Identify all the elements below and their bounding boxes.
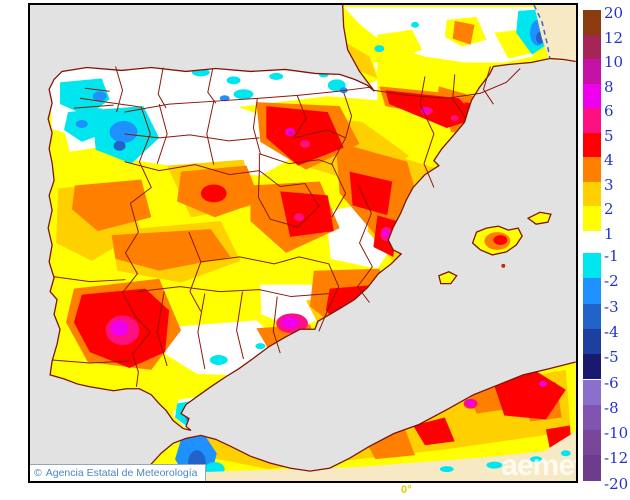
legend-label--6: -6 [604, 373, 619, 392]
cold-specks-africa [439, 450, 571, 473]
copyright-text: Agencia Estatal de Meteorología [45, 467, 198, 479]
legend-label--8: -8 [604, 398, 619, 417]
map-frame: aemet © Agencia Estatal de Meteorología [28, 3, 578, 483]
legend-label--2: -2 [604, 272, 619, 291]
copyright-box: © Agencia Estatal de Meteorología [30, 464, 206, 481]
legend-label--20: -20 [604, 474, 629, 493]
legend-label--3: -3 [604, 297, 619, 316]
meridian-zero-label: 0° [401, 484, 412, 496]
legend-cell-pos-8 [583, 206, 601, 231]
legend-label-10: 10 [604, 53, 624, 71]
aemet-watermark: aemet [501, 449, 578, 482]
legend-label-20: 20 [604, 4, 624, 22]
no-data-land-france [534, 5, 576, 63]
legend-label-5: 5 [604, 126, 614, 145]
legend-label-6: 6 [604, 102, 614, 120]
legend-cell-pos-3 [583, 83, 601, 108]
no-data-sand-strip [169, 431, 576, 481]
legend-cell-neg-8 [583, 455, 601, 481]
legend-label--1: -1 [604, 247, 619, 265]
data-domain-dashed-border [533, 5, 551, 59]
legend-label-12: 12 [604, 28, 624, 47]
legend-cell-neg-3 [583, 328, 601, 355]
magenta-speck [288, 130, 294, 135]
legend-label-2: 2 [604, 200, 614, 218]
legend: 20 12 10 8 6 5 4 3 2 1 -1 -2 -3 -4 -5 -6 -8 -10 -12 -20 [583, 0, 630, 500]
legend-cell-pos-4 [583, 108, 601, 133]
legend-label--12: -12 [604, 449, 629, 468]
legend-cell-neg-4 [583, 354, 601, 380]
legend-cell-pos-0 [583, 10, 601, 35]
legend-label-3: 3 [604, 175, 614, 194]
cold-anomaly-patches [60, 8, 550, 481]
legend-cell-pos-1 [583, 34, 601, 59]
legend-cell-pos-7 [583, 181, 601, 206]
legend-cell-neg-1 [583, 278, 601, 304]
legend-cell-pos-5 [583, 132, 601, 157]
province-boundaries [52, 66, 521, 387]
legend-cell-neg-2 [583, 303, 601, 329]
legend-label--5: -5 [604, 348, 619, 367]
legend-label-4: 4 [604, 151, 614, 169]
legend-cell-neg-5 [583, 379, 601, 405]
legend-cell-neg-0 [583, 253, 601, 279]
cabrera-island [501, 263, 506, 268]
iberia-anomaly-map [30, 5, 576, 481]
legend-cell-pos-6 [583, 157, 601, 182]
coastlines [47, 5, 576, 481]
legend-label--10: -10 [604, 424, 629, 443]
legend-cell-pos-2 [583, 59, 601, 84]
legend-label-1: 1 [604, 224, 614, 243]
legend-label--4: -4 [604, 322, 619, 341]
legend-label-8: 8 [604, 77, 614, 96]
legend-cell-neg-7 [583, 430, 601, 456]
legend-cell-neg-6 [583, 404, 601, 431]
copyright-icon: © [34, 467, 42, 479]
